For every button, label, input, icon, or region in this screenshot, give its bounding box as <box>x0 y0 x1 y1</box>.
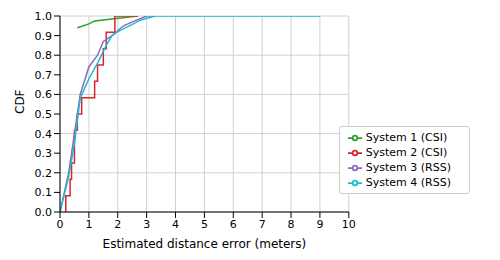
svg-text:2: 2 <box>114 218 121 231</box>
html-text:System 2 (CSI): System 2 (CSI) <box>365 146 448 159</box>
svg-text:8: 8 <box>288 218 295 231</box>
html-text:System 4 (RSS): System 4 (RSS) <box>365 176 451 189</box>
svg-text:0.5: 0.5 <box>35 108 53 121</box>
svg-text:0: 0 <box>57 218 64 231</box>
svg-text:7: 7 <box>259 218 266 231</box>
svg-text:3: 3 <box>143 218 150 231</box>
html-text:System 3 (RSS): System 3 (RSS) <box>365 161 451 174</box>
svg-text:6: 6 <box>230 218 237 231</box>
svg-text:9: 9 <box>316 218 323 231</box>
svg-text:5: 5 <box>201 218 208 231</box>
svg-text:1.0: 1.0 <box>35 10 53 23</box>
svg-text:0.4: 0.4 <box>35 128 53 141</box>
svg-text:1: 1 <box>85 218 92 231</box>
svg-text:0.3: 0.3 <box>35 147 53 160</box>
svg-text:Estimated distance error (mete: Estimated distance error (meters) <box>103 237 307 251</box>
svg-text:0.2: 0.2 <box>35 167 53 180</box>
svg-text:0.8: 0.8 <box>35 49 53 62</box>
html-text:System 1 (CSI): System 1 (CSI) <box>365 131 448 144</box>
svg-text:0.9: 0.9 <box>35 30 53 43</box>
svg-text:0.1: 0.1 <box>35 186 53 199</box>
svg-text:CDF: CDF <box>13 89 27 114</box>
svg-text:0.6: 0.6 <box>35 88 53 101</box>
svg-text:0.0: 0.0 <box>35 206 53 219</box>
svg-text:4: 4 <box>172 218 179 231</box>
svg-text:0.7: 0.7 <box>35 69 53 82</box>
svg-text:10: 10 <box>342 218 356 231</box>
